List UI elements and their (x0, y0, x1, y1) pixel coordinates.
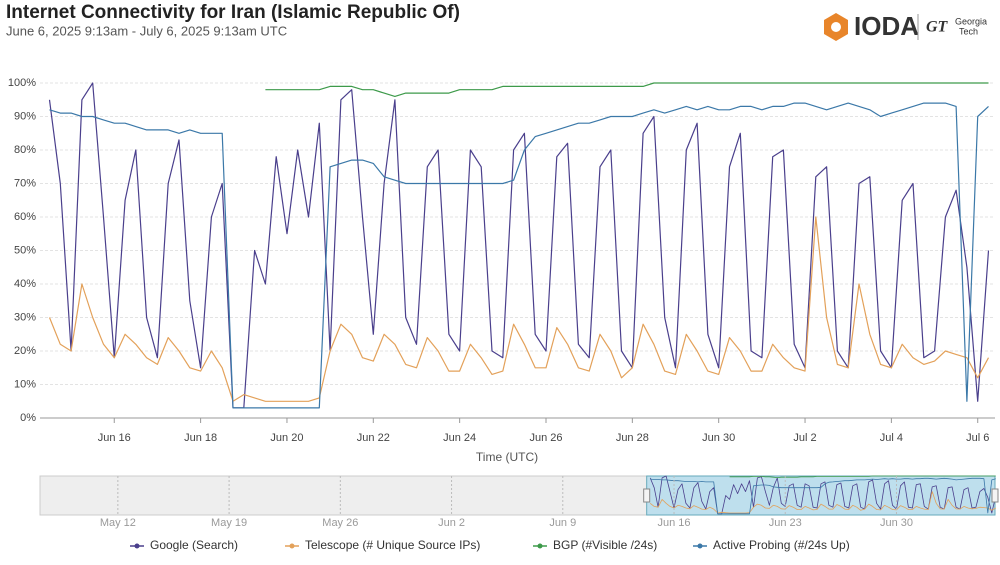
x-tick-label: Jun 20 (270, 432, 303, 444)
legend-swatch-dot (134, 543, 140, 549)
series-line (48, 216, 990, 402)
x-tick-label: Jul 4 (880, 432, 903, 444)
legend-label: Telescope (# Unique Source IPs) (305, 538, 480, 552)
partner-name: Georgia (955, 16, 987, 26)
navigator-handle (991, 488, 999, 503)
y-tick-label: 20% (14, 345, 36, 357)
legend-label: Active Probing (#/24s Up) (713, 538, 850, 552)
legend-label: BGP (#Visible /24s) (553, 538, 657, 552)
partner-mark: GT (926, 19, 949, 36)
chart-subtitle: June 6, 2025 9:13am - July 6, 2025 9:13a… (6, 23, 287, 38)
legend-swatch-dot (289, 543, 295, 549)
navigator-line (649, 491, 996, 514)
navigator-tick-label: Jun 23 (769, 517, 802, 529)
series-line (265, 82, 989, 97)
x-tick-label: Jun 18 (184, 432, 217, 444)
x-tick-label: Jul 6 (966, 432, 989, 444)
y-tick-label: 80% (14, 144, 36, 156)
y-tick-label: 100% (8, 77, 36, 89)
navigator-tick-label: May 26 (322, 517, 358, 529)
x-tick-label: Jun 16 (98, 432, 131, 444)
y-tick-label: 70% (14, 177, 36, 189)
y-tick-label: 90% (14, 110, 36, 122)
navigator-tick-label: Jun 16 (658, 517, 691, 529)
y-tick-label: 30% (14, 311, 36, 323)
navigator-tick-label: May 19 (211, 517, 247, 529)
x-tick-label: Jul 2 (793, 432, 816, 444)
x-tick-label: Jun 22 (357, 432, 390, 444)
series-line (49, 102, 989, 409)
chart-title: Internet Connectivity for Iran (Islamic … (6, 2, 460, 23)
navigator-tick-label: Jun 30 (880, 517, 913, 529)
x-tick-label: Jun 28 (616, 432, 649, 444)
logo-icon-hole (831, 22, 841, 32)
x-tick-label: Jun 24 (443, 432, 476, 444)
y-tick-label: 60% (14, 211, 36, 223)
navigator-line (729, 475, 996, 478)
legend-label: Google (Search) (150, 538, 238, 552)
navigator-tick-label: Jun 9 (549, 517, 576, 529)
legend-swatch-dot (697, 543, 703, 549)
x-axis-label: Time (UTC) (476, 450, 538, 464)
logo-name: IODA (854, 11, 919, 41)
series-line (48, 82, 990, 409)
navigator-line (650, 477, 996, 515)
navigator-handle (643, 488, 651, 503)
y-tick-label: 10% (14, 378, 36, 390)
y-tick-label: 0% (20, 412, 36, 424)
y-tick-label: 50% (14, 244, 36, 256)
y-tick-label: 40% (14, 278, 36, 290)
x-tick-label: Jun 30 (702, 432, 735, 444)
legend-swatch-dot (537, 543, 543, 549)
partner-name: Tech (959, 26, 978, 36)
navigator-line (649, 475, 997, 515)
navigator-tick-label: Jun 2 (438, 517, 465, 529)
navigator-tick-label: May 12 (100, 517, 136, 529)
x-tick-label: Jun 26 (529, 432, 562, 444)
